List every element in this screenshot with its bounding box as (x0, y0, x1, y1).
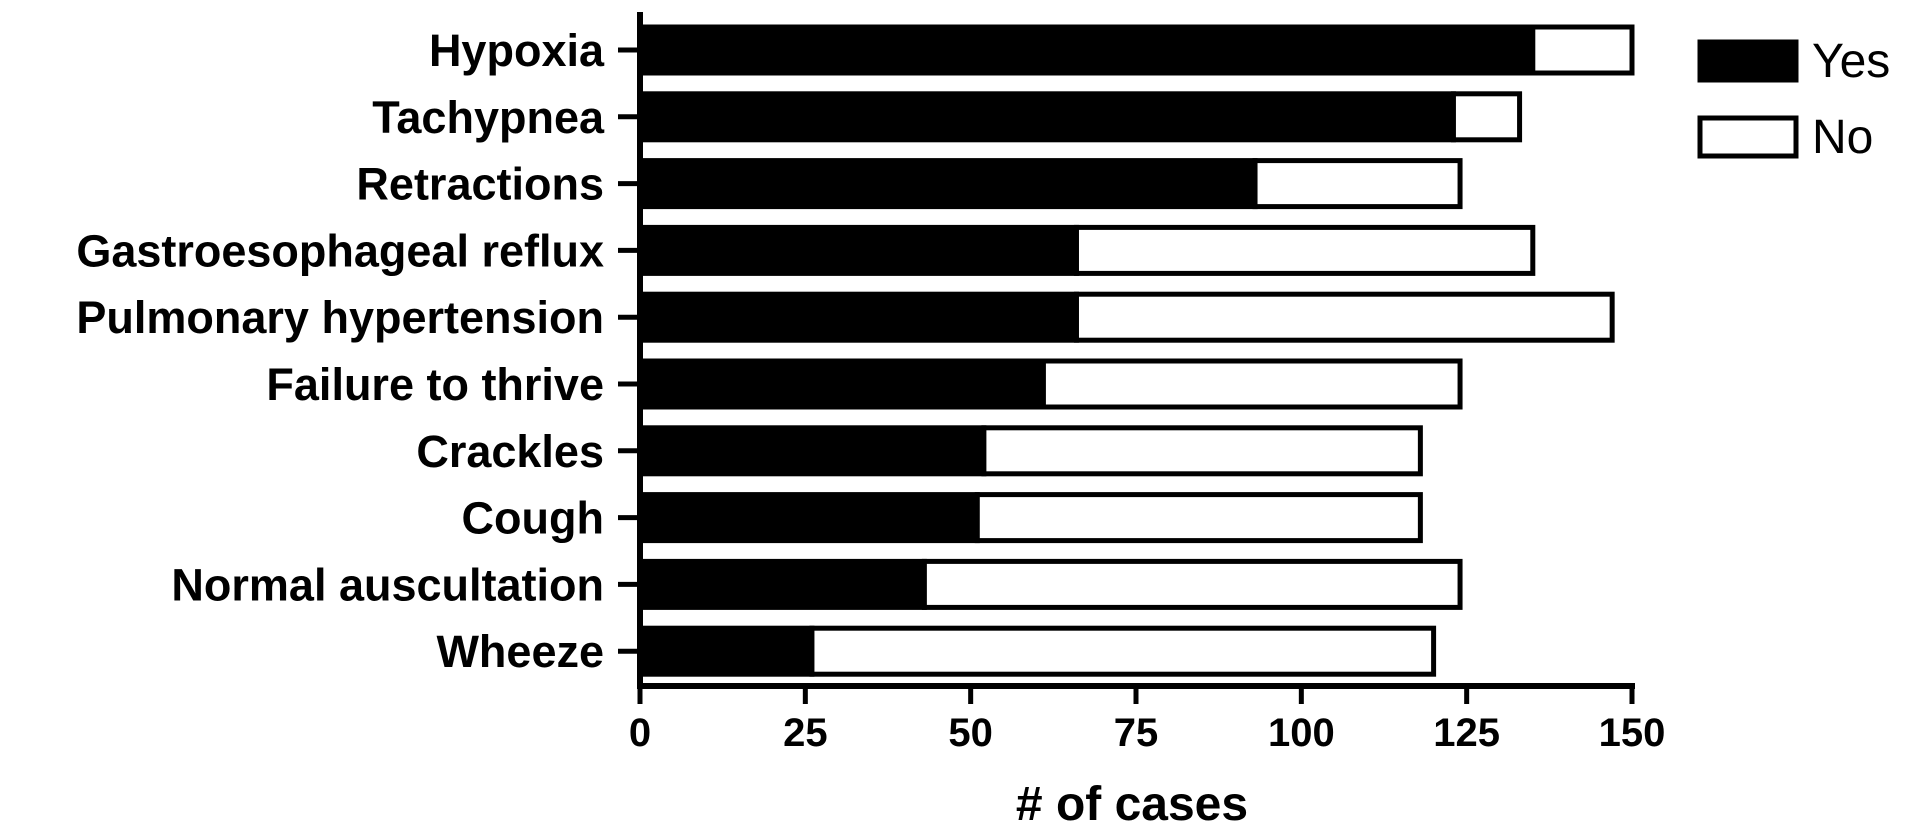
bar-no-cough (974, 492, 1423, 544)
bar-yes-normal-auscultation (637, 558, 927, 610)
bar-no-gastroesophageal-reflux (1073, 224, 1536, 276)
x-tick-label: 0 (629, 711, 651, 755)
bar-yes-retractions (637, 158, 1258, 210)
bar-yes-tachypnea (637, 91, 1456, 143)
legend-swatch-yes (1697, 39, 1799, 83)
bar-yes-gastroesophageal-reflux (637, 224, 1079, 276)
x-tick-label: 125 (1433, 711, 1500, 755)
x-axis-title: # of cases (1016, 778, 1248, 830)
legend-label-yes: Yes (1812, 35, 1890, 88)
category-label: Normal auscultation (171, 559, 604, 610)
bar-no-hypoxia (1530, 24, 1635, 76)
bar-no-wheeze (809, 625, 1437, 677)
bar-no-normal-auscultation (921, 558, 1463, 610)
bar-yes-crackles (637, 425, 987, 477)
labels-layer: Hypoxia Tachypnea Retractions Gastroesophag… (76, 25, 1665, 755)
category-label: Pulmonary hypertension (76, 292, 604, 343)
bar-yes-failure-to-thrive (637, 358, 1046, 410)
legend: Yes No (1697, 35, 1890, 164)
category-label: Wheeze (436, 626, 604, 677)
bar-no-pulmonary-hypertension (1073, 291, 1615, 343)
bars-layer (637, 24, 1635, 677)
x-tick-label: 100 (1268, 711, 1335, 755)
bar-no-tachypnea (1450, 91, 1523, 143)
bar-yes-hypoxia (637, 24, 1536, 76)
category-label: Crackles (416, 426, 604, 477)
category-label: Retractions (356, 159, 604, 210)
bar-no-retractions (1252, 158, 1463, 210)
bar-yes-pulmonary-hypertension (637, 291, 1079, 343)
category-label: Gastroesophageal reflux (76, 225, 604, 276)
bar-no-failure-to-thrive (1040, 358, 1463, 410)
x-tick-label: 150 (1599, 711, 1666, 755)
axis-layer (618, 12, 1635, 704)
bar-yes-wheeze (637, 625, 815, 677)
x-tick-label: 50 (948, 711, 993, 755)
bar-yes-cough (637, 492, 980, 544)
category-label: Hypoxia (429, 25, 605, 76)
category-label: Cough (462, 493, 604, 544)
x-tick-label: 75 (1114, 711, 1159, 755)
category-label: Tachypnea (372, 92, 605, 143)
category-label: Failure to thrive (266, 359, 604, 410)
bar-no-crackles (981, 425, 1423, 477)
x-tick-label: 25 (783, 711, 828, 755)
legend-swatch-no (1697, 115, 1799, 159)
legend-label-no: No (1812, 111, 1873, 164)
